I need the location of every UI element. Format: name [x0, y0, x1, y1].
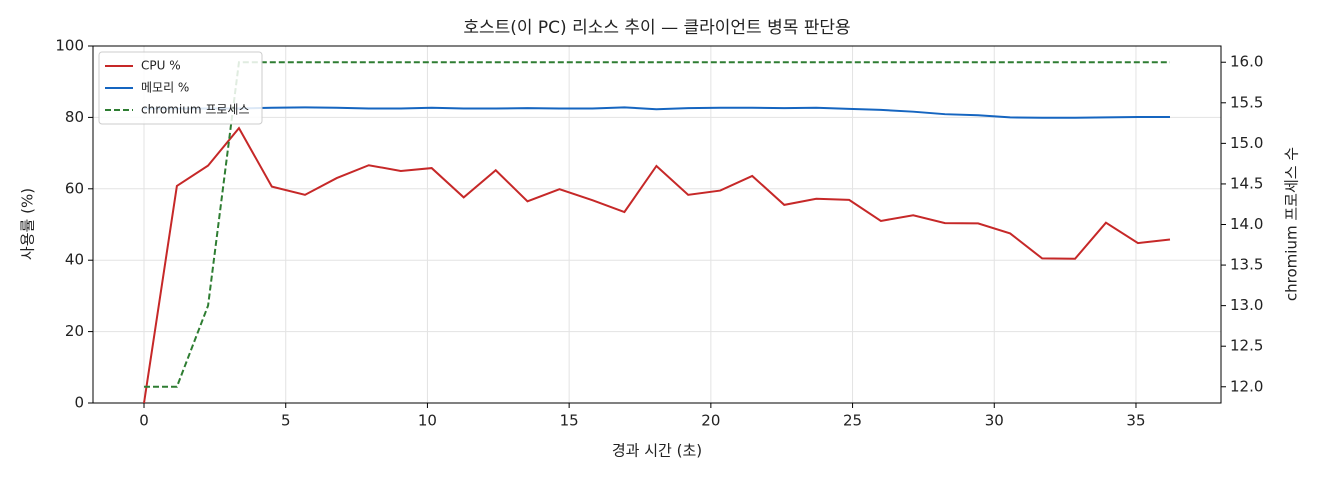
x-tick-label: 0: [139, 412, 149, 430]
y-tick-label: 80: [65, 108, 84, 126]
y2-tick-label: 16.0: [1230, 53, 1263, 71]
y-tick-label: 0: [74, 394, 84, 412]
legend-label: CPU %: [141, 59, 181, 73]
y2-tick-label: 12.5: [1230, 337, 1263, 355]
x-axis-label: 경과 시간 (초): [612, 442, 702, 460]
y-tick-label: 60: [65, 179, 84, 197]
y2-tick-label: 15.5: [1230, 93, 1263, 111]
series-line: [144, 106, 1170, 119]
y2-axis-label: chromium 프로세스 수: [1283, 147, 1301, 301]
plot-frame: [92, 45, 1222, 404]
y2-tick-label: 13.0: [1230, 296, 1263, 314]
series-line: [143, 126, 1171, 404]
legend-box: [98, 51, 263, 125]
y-tick-label: 100: [55, 37, 84, 55]
series-line: [144, 61, 1170, 388]
x-tick-label: 35: [1126, 412, 1145, 430]
y2-tick-label: 14.0: [1230, 215, 1263, 233]
y2-tick-label: 12.0: [1230, 377, 1263, 395]
chart-title: 호스트(이 PC) 리소스 추이 — 클라이언트 병목 판단용: [463, 18, 850, 38]
y2-tick-label: 13.5: [1230, 256, 1263, 274]
y-tick-label: 20: [65, 322, 84, 340]
y2-tick-label: 15.0: [1230, 134, 1263, 152]
legend-label: 메모리 %: [141, 81, 189, 95]
legend-label: chromium 프로세스: [141, 103, 250, 117]
y2-tick-label: 14.5: [1230, 174, 1263, 192]
x-tick-label: 5: [281, 412, 291, 430]
y-tick-label: 40: [65, 251, 84, 269]
x-tick-label: 25: [843, 412, 862, 430]
x-tick-label: 30: [985, 412, 1004, 430]
x-tick-label: 15: [560, 412, 579, 430]
x-tick-label: 10: [418, 412, 437, 430]
x-tick-label: 20: [701, 412, 720, 430]
y-axis-label: 사용률 (%): [19, 188, 37, 260]
